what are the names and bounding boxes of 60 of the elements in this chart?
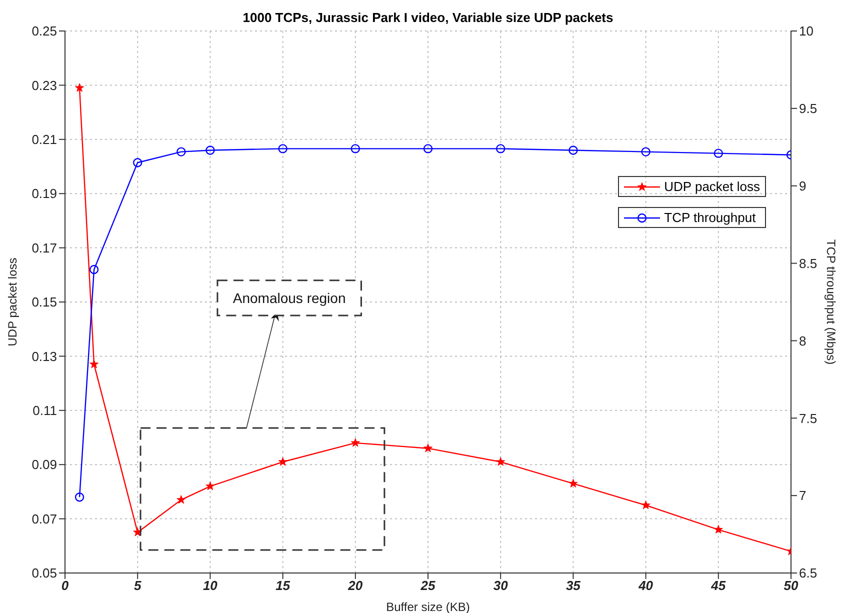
point — [278, 144, 288, 154]
y2-tick-label: 9.5 — [799, 101, 818, 116]
y-tick-label: 0.19 — [32, 186, 57, 202]
point — [568, 146, 578, 155]
annotation: Anomalous region — [232, 290, 346, 306]
point — [74, 492, 84, 502]
x-tick-label: 50 — [784, 578, 799, 594]
y2-tick-label: 7.5 — [799, 410, 818, 426]
y-axis-title: UDP packet loss — [5, 258, 20, 346]
y-tick-label: 0.15 — [32, 294, 57, 310]
x-tick-label: 30 — [493, 578, 509, 594]
point — [350, 438, 360, 447]
y2-tick-label: 8 — [799, 333, 806, 348]
point — [133, 528, 142, 536]
point — [496, 144, 506, 154]
y2-tick-label: 6.5 — [799, 566, 818, 581]
point — [90, 360, 99, 368]
y2-tick-label: 9 — [799, 178, 806, 194]
y-tick-label: 0.23 — [32, 78, 57, 93]
x-tick-label: 5 — [134, 578, 142, 594]
y-tick-label: 0.21 — [32, 132, 57, 148]
y2-tick-label: 10 — [799, 24, 814, 39]
y2-tick-label: 7 — [799, 488, 806, 504]
point — [568, 478, 578, 488]
point — [423, 444, 433, 452]
point — [176, 147, 186, 156]
point — [496, 457, 506, 466]
y-tick-label: 0.13 — [32, 348, 57, 364]
point — [206, 482, 215, 490]
chart-title: 1000 TCPs, Jurassic Park I video, Variable size UDP packets — [242, 10, 614, 25]
y2-axis-title: TCP throughput (Mbps) — [824, 239, 838, 365]
x-tick-label: 0 — [61, 578, 70, 594]
y2-tick-label: 8.5 — [799, 256, 818, 271]
y-tick-label: 0.07 — [32, 511, 57, 526]
x-tick-label: 45 — [710, 578, 726, 594]
y-tick-label: 0.25 — [32, 24, 57, 39]
legend-label: TCP throughput — [664, 210, 756, 225]
x-tick-label: 35 — [566, 578, 582, 594]
point — [350, 144, 360, 154]
point — [176, 495, 186, 504]
y-tick-label: 0.11 — [32, 403, 57, 418]
x-tick-label: 10 — [202, 578, 218, 594]
point — [206, 146, 215, 155]
point — [641, 147, 650, 156]
point — [423, 144, 433, 154]
point — [278, 457, 288, 466]
point — [641, 500, 650, 510]
point — [714, 148, 723, 158]
point — [74, 83, 84, 92]
y-tick-label: 0.05 — [32, 566, 57, 581]
point — [89, 264, 99, 274]
x-tick-label: 20 — [347, 578, 364, 594]
y-tick-label: 0.09 — [32, 457, 57, 472]
legend-label: UDP packet loss — [664, 179, 760, 194]
y-tick-label: 0.17 — [32, 240, 57, 256]
x-tick-label: 40 — [638, 578, 654, 594]
x-tick-label: 25 — [420, 578, 436, 594]
point — [714, 524, 723, 534]
point — [133, 158, 142, 168]
x-tick-label: 15 — [276, 578, 291, 594]
